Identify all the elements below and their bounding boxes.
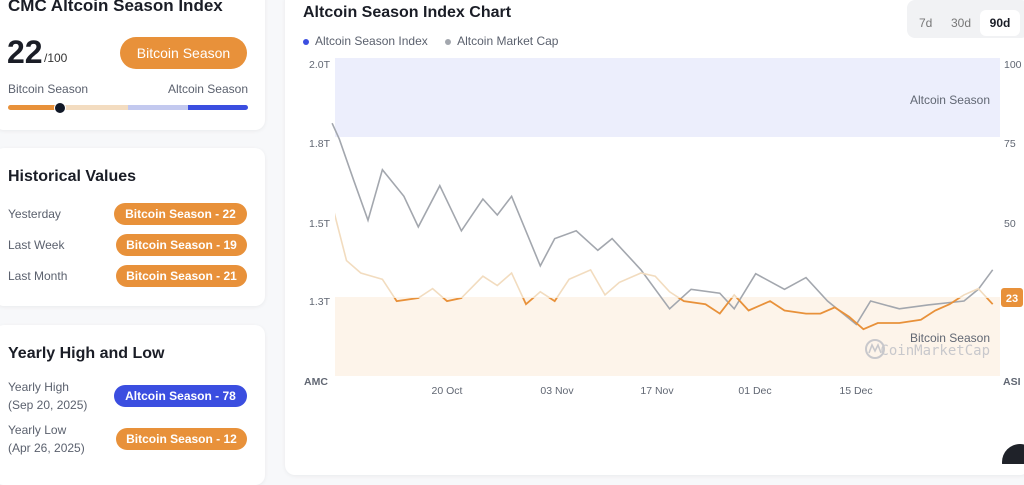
hist-value: Bitcoin Season - 21: [116, 265, 247, 287]
hist-value: Bitcoin Season - 19: [116, 234, 247, 256]
left-tick: 2.0T: [309, 59, 331, 71]
yearly-high-date: (Sep 20, 2025): [8, 398, 88, 412]
yearly-low-date: (Apr 26, 2025): [8, 441, 85, 455]
market-cap-line: [331, 122, 994, 326]
x-tick: 03 Nov: [540, 385, 574, 397]
yearly-title: Yearly High and Low: [8, 345, 165, 362]
scale-left-label: Bitcoin Season: [8, 82, 89, 96]
status-badge: Bitcoin Season: [120, 37, 247, 69]
current-value-badge: [1001, 288, 1023, 307]
left-tick: 1.3T: [309, 296, 331, 308]
watermark: CoinMarketCap: [880, 343, 990, 359]
x-tick: 17 Nov: [640, 385, 674, 397]
left-tick: 1.8T: [309, 138, 331, 150]
hist-label: Last Week: [8, 238, 65, 252]
scroll-button[interactable]: [1002, 444, 1024, 464]
x-tick: 20 Oct: [432, 385, 463, 397]
bitcoin-zone: [335, 297, 1000, 376]
legend-index: Altcoin Season Index: [315, 34, 428, 48]
yearly-high-low-card: Yearly High and Low Yearly High (Sep 20,…: [0, 325, 265, 485]
index-marker: [54, 102, 66, 114]
tab-7d[interactable]: 7d: [919, 16, 933, 30]
current-value-label: 23: [1006, 293, 1018, 305]
season-scale-bar: [8, 105, 248, 110]
hist-label: Yesterday: [8, 207, 61, 221]
right-tick: 50: [1004, 218, 1016, 230]
index-line-bitcoin-zone: [393, 298, 994, 331]
altcoin-zone: [335, 58, 1000, 137]
legend-dot-mcap-icon: [445, 38, 452, 45]
right-tick: 75: [1004, 138, 1016, 150]
coinmarketcap-logo-icon: [865, 339, 885, 359]
index-value: 22: [7, 34, 43, 70]
right-axis-label: ASI: [1003, 376, 1021, 388]
index-card: CMC Altcoin Season Index 22 /100 Bitcoin…: [0, 0, 265, 130]
x-tick: 15 Dec: [839, 385, 872, 397]
bitcoin-zone-label: Bitcoin Season: [910, 331, 990, 345]
legend: Altcoin Season Index Altcoin Market Cap: [303, 34, 558, 48]
scale-right-label: Altcoin Season: [167, 82, 248, 96]
range-tabs: 7d 30d 90d: [907, 0, 1024, 38]
tab-30d[interactable]: 30d: [951, 16, 972, 30]
left-axis-label: AMC: [304, 376, 328, 388]
left-tick: 1.5T: [309, 218, 331, 230]
historical-title: Historical Values: [8, 168, 137, 185]
right-tick: 100: [1004, 59, 1022, 71]
chart-svg: Altcoin Season Bitcoin Season CoinMarket…: [304, 58, 1024, 464]
x-tick: 01 Dec: [738, 385, 771, 397]
yearly-high-value: Altcoin Season - 78: [114, 385, 247, 407]
legend-dot-index-icon: [303, 38, 309, 45]
chart-title: Altcoin Season Index Chart: [303, 4, 512, 21]
index-max: /100: [44, 51, 68, 65]
tab-90d[interactable]: 90d: [980, 10, 1020, 36]
index-title: CMC Altcoin Season Index: [8, 0, 223, 15]
legend-mcap: Altcoin Market Cap: [457, 34, 559, 48]
yearly-low-label: Yearly Low: [8, 423, 67, 437]
historical-values-card: Historical Values Yesterday Bitcoin Seas…: [0, 148, 265, 306]
index-line-above-threshold: [335, 212, 989, 298]
hist-label: Last Month: [8, 269, 68, 283]
hist-value: Bitcoin Season - 22: [114, 203, 247, 225]
altcoin-zone-label: Altcoin Season: [910, 93, 990, 107]
yearly-high-label: Yearly High: [8, 380, 69, 394]
yearly-low-value: Bitcoin Season - 12: [116, 428, 247, 450]
